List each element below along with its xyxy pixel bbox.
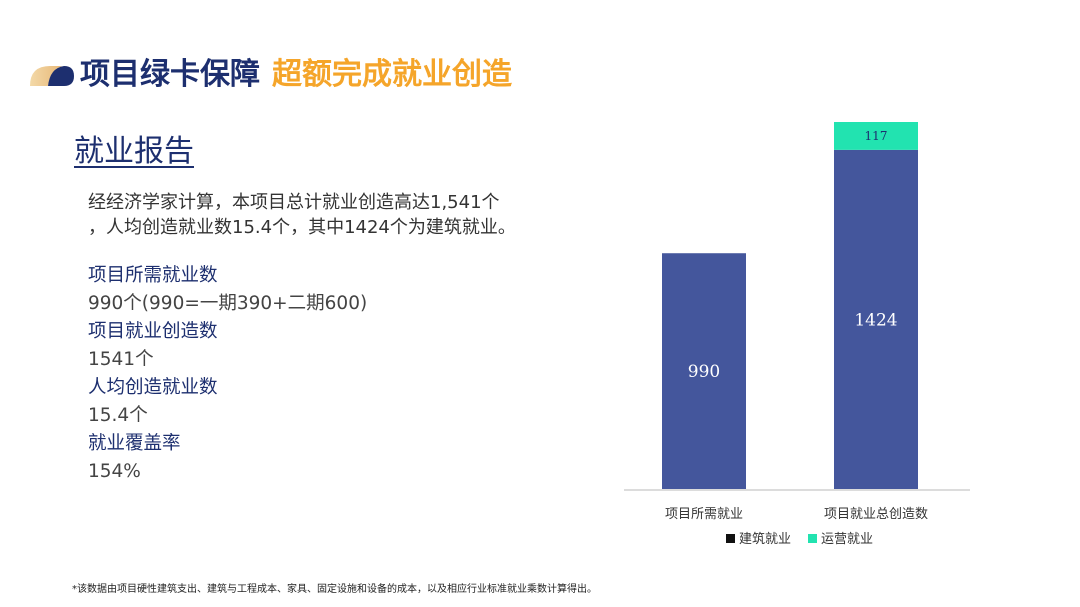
stat-value: 990个(990=一期390+二期600)	[88, 293, 368, 314]
bar-construction-2	[834, 149, 918, 489]
stat-value: 15.4个	[88, 405, 148, 426]
stats-list: 项目所需就业数 990个(990=一期390+二期600) 项目就业创造数 15…	[88, 262, 367, 486]
logo-icon	[30, 66, 74, 86]
stat-value: 1541个	[88, 349, 154, 370]
page-title-highlight: 超额完成就业创造	[272, 57, 512, 92]
stat-label: 项目就业创造数	[88, 321, 218, 342]
stat-label: 项目所需就业数	[88, 265, 218, 286]
stat-label: 人均创造就业数	[88, 377, 218, 398]
page-title-main: 项目绿卡保障	[80, 57, 260, 92]
footnote: *该数据由项目硬性建筑支出、建筑与工程成本、家具、固定设施和设备的成本，以及相应…	[72, 584, 597, 595]
stat-value: 154%	[88, 461, 141, 482]
page-title: 项目绿卡保障 超额完成就业创造	[80, 55, 512, 95]
summary-text: 经经济学家计算，本项目总计就业创造高达1,541个 ，人均创造就业数15.4个，…	[88, 190, 568, 240]
legend-label: 运营就业	[821, 532, 873, 547]
stat-label: 就业覆盖率	[88, 433, 181, 454]
summary-line-2: ，人均创造就业数15.4个，其中1424个为建筑就业。	[88, 217, 516, 238]
legend-label: 建筑就业	[739, 531, 791, 547]
data-label: 117	[865, 129, 888, 143]
legend-swatch-construction	[726, 534, 735, 543]
data-label: 990	[688, 362, 720, 382]
x-tick-label: 项目就业总创造数	[824, 507, 928, 522]
bar-construction-1	[662, 253, 746, 489]
x-tick-label: 项目所需就业	[665, 507, 743, 522]
summary-line-1: 经经济学家计算，本项目总计就业创造高达1,541个	[88, 192, 500, 213]
section-title: 就业报告	[74, 134, 194, 169]
data-label: 1424	[854, 310, 897, 330]
bar-operation-2	[834, 122, 918, 150]
legend-swatch-operation	[808, 534, 817, 543]
